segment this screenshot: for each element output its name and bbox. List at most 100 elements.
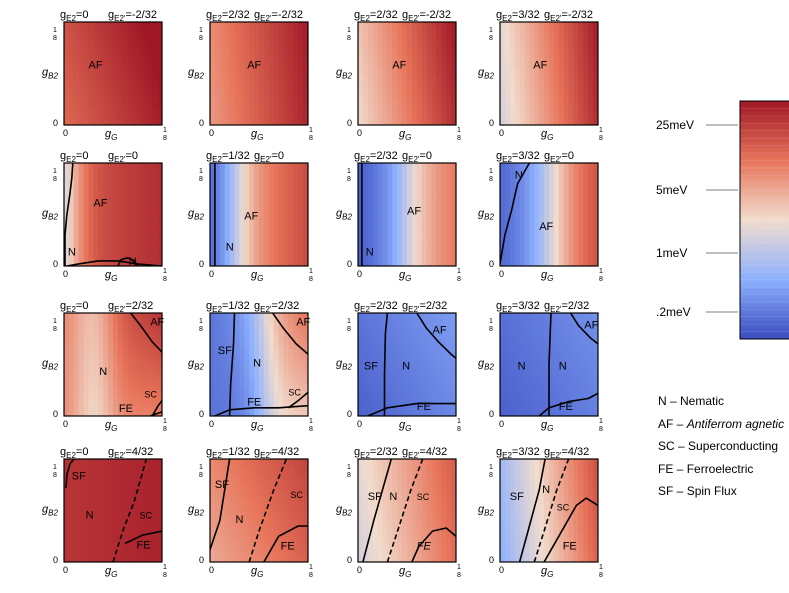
- heatmap-cell: [269, 390, 274, 396]
- heatmap-cell: [564, 194, 569, 200]
- heatmap-cell: [363, 168, 368, 174]
- heatmap-cell: [284, 163, 289, 169]
- heatmap-cell: [259, 194, 264, 200]
- heatmap-cell: [264, 110, 269, 116]
- heatmap-cell: [534, 354, 539, 360]
- heatmap-cell: [274, 189, 279, 195]
- heatmap-cell: [113, 173, 118, 179]
- heatmap-cell: [293, 173, 298, 179]
- heatmap-cell: [84, 199, 89, 205]
- heatmap-cell: [544, 104, 549, 110]
- heatmap-cell: [269, 344, 274, 350]
- heatmap-cell: [407, 115, 412, 121]
- heatmap-cell: [288, 74, 293, 80]
- x-tick-label: 8: [599, 276, 603, 283]
- heatmap-cell: [583, 380, 588, 386]
- heatmap-cell: [128, 27, 133, 33]
- heatmap-cell: [525, 220, 530, 226]
- heatmap-cell: [89, 27, 94, 33]
- heatmap-cell: [288, 27, 293, 33]
- heatmap-cell: [510, 318, 515, 324]
- heatmap-cell: [500, 32, 505, 38]
- heatmap-cell: [264, 79, 269, 85]
- heatmap-cell: [64, 323, 69, 329]
- heatmap-cell: [79, 225, 84, 231]
- heatmap-cell: [534, 32, 539, 38]
- y-axis-label: gB2: [42, 208, 58, 222]
- heatmap-cell: [138, 74, 143, 80]
- heatmap-cell: [407, 385, 412, 391]
- heatmap-cell: [417, 58, 422, 64]
- heatmap-cell: [89, 115, 94, 121]
- heatmap-cell: [128, 99, 133, 105]
- heatmap-cell: [79, 385, 84, 391]
- heatmap-cell: [74, 209, 79, 215]
- heatmap-cell: [378, 79, 383, 85]
- heatmap-cell: [363, 84, 368, 90]
- heatmap-cell: [235, 359, 240, 365]
- heatmap-cell: [215, 104, 220, 110]
- heatmap-cell: [505, 74, 510, 80]
- heatmap-cell: [564, 323, 569, 329]
- heatmap-cell: [544, 209, 549, 215]
- heatmap-cell: [274, 215, 279, 221]
- heatmap-cell: [525, 380, 530, 386]
- x-tick-label: 1: [309, 127, 313, 134]
- heatmap-cell: [534, 163, 539, 169]
- heatmap-cell: [138, 251, 143, 257]
- heatmap-cell: [84, 370, 89, 376]
- heatmap-cell: [269, 225, 274, 231]
- heatmap-cell: [525, 225, 530, 231]
- heatmap-cell: [363, 406, 368, 412]
- heatmap-cell: [142, 220, 147, 226]
- heatmap-cell: [108, 27, 113, 33]
- heatmap-cell: [500, 189, 505, 195]
- heatmap-cell: [412, 230, 417, 236]
- heatmap-cell: [432, 235, 437, 241]
- heatmap-cell: [554, 375, 559, 381]
- heatmap-cell: [274, 178, 279, 184]
- heatmap-cell: [274, 184, 279, 190]
- heatmap-cell: [118, 68, 123, 74]
- heatmap-cell: [544, 22, 549, 28]
- x-axis-label: gG: [105, 269, 117, 283]
- heatmap-cell: [383, 110, 388, 116]
- heatmap-cell: [128, 53, 133, 59]
- heatmap-cell: [84, 32, 89, 38]
- heatmap-cell: [118, 251, 123, 257]
- heatmap-cell: [422, 209, 427, 215]
- heatmap-cell: [554, 189, 559, 195]
- phase-label: N: [99, 366, 107, 378]
- heatmap-cell: [89, 323, 94, 329]
- heatmap-cell: [583, 359, 588, 365]
- heatmap-cell: [427, 220, 432, 226]
- heatmap-cell: [264, 365, 269, 371]
- heatmap-cell: [417, 79, 422, 85]
- heatmap-cell: [274, 110, 279, 116]
- heatmap-cell: [412, 84, 417, 90]
- heatmap-cell: [142, 349, 147, 355]
- heatmap-cell: [422, 370, 427, 376]
- heatmap-cell: [128, 63, 133, 69]
- heatmap-cell: [564, 375, 569, 381]
- heatmap-cell: [368, 385, 373, 391]
- heatmap-cell: [93, 349, 98, 355]
- heatmap-cell: [138, 365, 143, 371]
- heatmap-cell: [422, 344, 427, 350]
- heatmap-cell: [284, 178, 289, 184]
- heatmap-cell: [128, 168, 133, 174]
- heatmap-cell: [235, 89, 240, 95]
- heatmap-cell: [235, 251, 240, 257]
- heatmap-cell: [446, 99, 451, 105]
- heatmap-cell: [254, 79, 259, 85]
- heatmap-cell: [113, 84, 118, 90]
- heatmap-cells: [358, 22, 456, 125]
- heatmap-cell: [505, 251, 510, 257]
- heatmap-cell: [230, 68, 235, 74]
- heatmap-cell: [397, 110, 402, 116]
- heatmap-cell: [432, 178, 437, 184]
- heatmap-cell: [588, 32, 593, 38]
- heatmap-cell: [368, 204, 373, 210]
- heatmap-cell: [93, 173, 98, 179]
- heatmap-cell: [279, 240, 284, 246]
